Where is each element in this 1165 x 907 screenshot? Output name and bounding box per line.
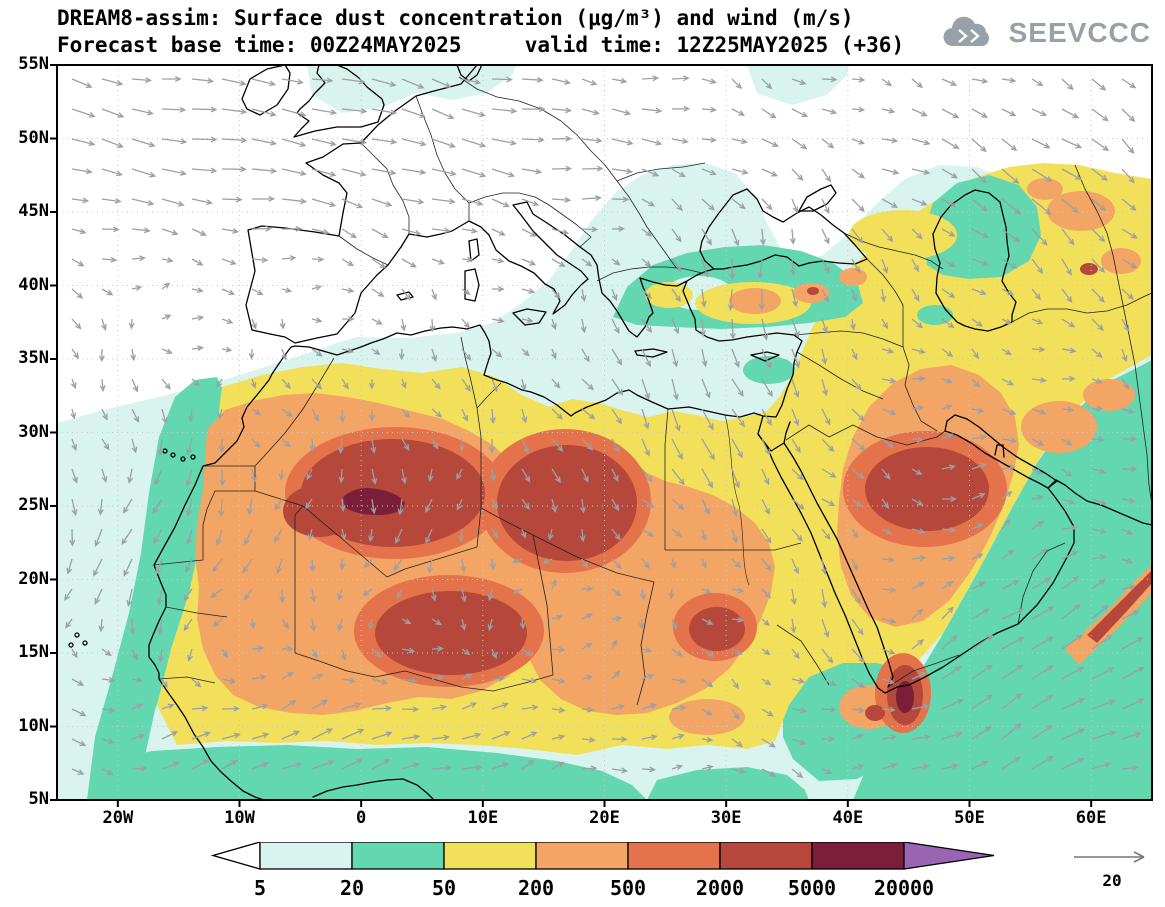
- y-tick-label: 50N: [18, 127, 49, 148]
- x-tick-label: 50E: [954, 808, 985, 828]
- colorbar-cell: [259, 842, 353, 870]
- y-tick-label: 10N: [18, 715, 49, 736]
- y-tick-label: 55N: [18, 54, 49, 74]
- colorbar-cell: [627, 842, 721, 870]
- logo-text: SEEVCCC: [1008, 17, 1151, 48]
- colorbar-level-label: 5: [254, 876, 266, 900]
- x-tick-label: 10W: [224, 808, 255, 828]
- wind-reference-arrow: [1074, 851, 1145, 863]
- dust-map: [50, 64, 1153, 807]
- colorbar-level-label: 200: [518, 876, 554, 900]
- map-frame: [56, 64, 1153, 801]
- colorbar-level-label: 5000: [788, 876, 836, 900]
- y-tick-label: 25N: [18, 495, 49, 515]
- colorbar-cell: [811, 842, 905, 870]
- colorbar-level-label: 500: [610, 876, 646, 900]
- colorbar-level-label: 50: [432, 876, 456, 900]
- seevccc-logo: SEEVCCC: [939, 14, 1151, 52]
- title-block: DREAM8-assim: Surface dust concentration…: [57, 5, 904, 59]
- y-tick-label: 45N: [18, 201, 49, 221]
- x-tick-label: 10E: [467, 808, 499, 828]
- colorbar-cell: [351, 842, 445, 870]
- x-tick-label: 0: [356, 808, 367, 828]
- colorbar-under-arrow: [210, 842, 261, 870]
- colorbar-cell: [535, 842, 629, 870]
- chart-subtitle: Forecast base time: 00Z24MAY2025 valid t…: [57, 33, 905, 57]
- y-tick-label: 5N: [28, 789, 49, 809]
- y-tick-label: 15N: [18, 642, 49, 662]
- colorbar-level-label: 20000: [874, 876, 934, 900]
- dust-contour-fills: [57, 65, 1152, 800]
- x-tick-label: 40E: [832, 808, 864, 828]
- colorbar-cell: [443, 842, 537, 870]
- wind-reference: 20: [1062, 845, 1162, 890]
- wind-arrows: [64, 75, 1145, 779]
- map-area: 20W 10W 0 10E 20E 30E 40E 50E 60E 55N 50N 45N 40N 35N…: [18, 54, 1160, 828]
- colorbar-cell: [719, 842, 813, 870]
- x-tick-label: 20W: [102, 808, 134, 828]
- y-tick-label: 30N: [18, 421, 49, 442]
- colorbar: 5 20 50 200 500 2000 5000 20000: [210, 842, 995, 900]
- wind-arrow-field: [64, 75, 1145, 779]
- y-tick-label: 20N: [18, 568, 49, 589]
- chart-title: DREAM8-assim: Surface dust concentration…: [57, 6, 854, 30]
- colorbar-level-label: 2000: [696, 876, 744, 900]
- x-tick-label: 20E: [589, 808, 620, 828]
- y-tick-label: 35N: [18, 348, 49, 368]
- colorbar-level-label: 20: [340, 876, 364, 900]
- x-tick-label: 30E: [710, 808, 742, 828]
- cloud-icon: [943, 16, 989, 47]
- wind-reference-label: 20: [1102, 871, 1122, 890]
- axis-ticks: [50, 64, 1093, 807]
- country-borders: [153, 76, 1153, 706]
- colorbar-over-arrow: [903, 842, 995, 870]
- x-tick-label: 60E: [1075, 808, 1107, 828]
- y-tick-label: 40N: [18, 274, 49, 295]
